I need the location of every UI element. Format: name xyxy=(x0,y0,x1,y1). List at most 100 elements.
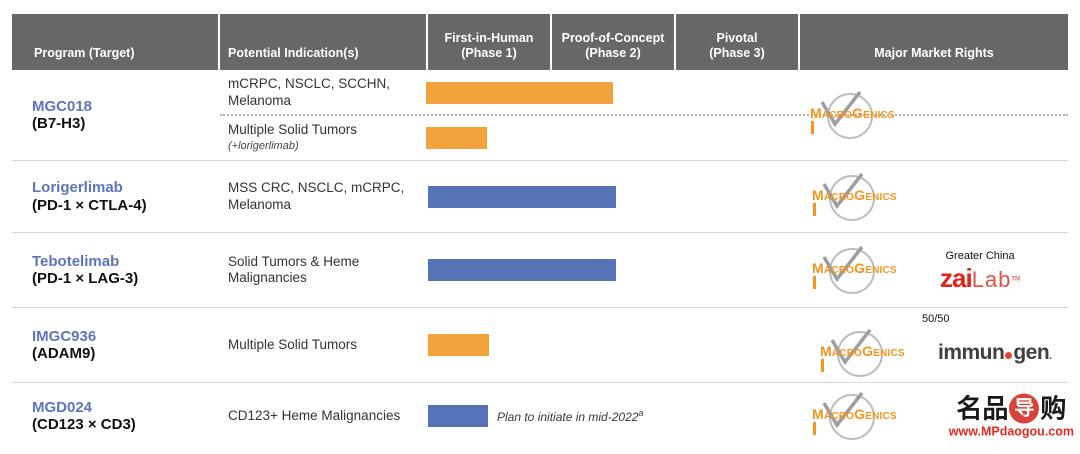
logo-row: MacroGenics immun gen. xyxy=(820,328,1052,378)
header-indication: Potential Indication(s) xyxy=(220,14,426,70)
macrogenics-check-circle-icon xyxy=(822,245,875,294)
indication-text: Solid Tumors & Heme Malignancies xyxy=(228,253,360,285)
phase-progress-bar xyxy=(428,259,616,281)
program-name: Tebotelimab xyxy=(32,252,120,270)
header-indication-label: Potential Indication(s) xyxy=(228,46,359,61)
footnote-marker: a xyxy=(638,408,644,418)
program-name: MGC018 xyxy=(32,97,93,115)
subrow-1: mCRPC, NSCLC, SCCHN, Melanoma xyxy=(220,70,798,115)
program-name: Lorigerlimab xyxy=(32,179,123,197)
pipeline-row-mgc018: MGC018 (B7-H3) mCRPC, NSCLC, SCCHN, Mela… xyxy=(12,70,1068,161)
header-program-label: Program (Target) xyxy=(34,46,135,61)
program-cell: IMGC936 (ADAM9) xyxy=(12,328,218,363)
program-name: MGD024 xyxy=(32,398,93,416)
market-rights-cell: MacroGenics xyxy=(800,172,1068,222)
watermark-circle-char: 导 xyxy=(1009,393,1040,424)
program-target: (PD-1 × LAG-3) xyxy=(32,270,139,287)
subrow-divider xyxy=(220,114,1068,116)
macrogenics-check-circle-icon xyxy=(822,391,875,440)
indication-text: Multiple Solid Tumors xyxy=(228,336,358,352)
macrogenics-wordmark: MacroGenics xyxy=(812,186,897,203)
header-phase2: Proof-of-Concept (Phase 2) xyxy=(552,14,674,70)
macrogenics-dash xyxy=(813,202,816,216)
header-phase3-line1: Pivotal xyxy=(716,30,758,45)
subrow-2: Multiple Solid Tumors (+lorigerlimab) xyxy=(220,115,798,160)
indication-text: CD123+ Heme Malignancies xyxy=(228,407,401,423)
phase-progress-bar xyxy=(426,81,613,104)
macrogenics-check-circle-icon xyxy=(820,90,873,139)
market-rights-cell: MacroGenics xyxy=(798,90,1068,140)
macrogenics-check-circle-icon xyxy=(830,328,883,377)
row-content: mCRPC, NSCLC, SCCHN, Melanoma Multiple S… xyxy=(220,70,1068,160)
phase-timeline xyxy=(428,185,798,208)
plan-note-text: Plan to initiate in mid-2022 xyxy=(497,410,639,424)
phase-timeline xyxy=(428,259,798,281)
header-phase3: Pivotal (Phase 3) xyxy=(676,14,798,70)
program-name: IMGC936 xyxy=(32,327,97,345)
indication-cell: MSS CRC, NSCLC, mCRPC, Melanoma xyxy=(220,180,426,212)
market-rights-cell: MacroGenics Greater China zaiLabTM xyxy=(800,245,1068,295)
phase-progress-bar xyxy=(428,334,489,356)
mpdaogou-logo: 名品导购 xyxy=(956,393,1067,424)
macrogenics-dash xyxy=(811,121,814,134)
macrogenics-logo: MacroGenics xyxy=(810,90,922,140)
immunogen-logo: immun gen. xyxy=(938,341,1052,364)
watermark-cn-1: 名品 xyxy=(956,393,1009,424)
mpdaogou-watermark: 名品导购 www.MPdaogou.com xyxy=(948,393,1074,439)
phase-timeline: Plan to initiate in mid-2022a xyxy=(428,405,798,427)
program-cell: Lorigerlimab (PD-1 × CTLA-4) xyxy=(12,179,218,214)
program-cell: MGD024 (CD123 × CD3) xyxy=(12,399,218,434)
subrows: mCRPC, NSCLC, SCCHN, Melanoma Multiple S… xyxy=(220,70,798,160)
watermark-url: www.MPdaogou.com xyxy=(948,424,1074,439)
macrogenics-dash xyxy=(813,276,816,289)
indication-cell: Multiple Solid Tumors xyxy=(220,337,426,353)
macrogenics-logo: MacroGenics xyxy=(812,245,924,295)
indication-text: MSS CRC, NSCLC, mCRPC, Melanoma xyxy=(228,180,405,212)
indication-cell: CD123+ Heme Malignancies xyxy=(220,408,426,424)
indication-cell: mCRPC, NSCLC, SCCHN, Melanoma xyxy=(220,76,426,108)
header-phase2-line2: (Phase 2) xyxy=(585,46,641,61)
pipeline-row-imgc936: IMGC936 (ADAM9) Multiple Solid Tumors 50… xyxy=(12,308,1068,383)
phase-timeline xyxy=(426,81,798,104)
zai-lab-logo: zaiLabTM xyxy=(940,265,1020,291)
program-target: (ADAM9) xyxy=(32,345,96,362)
phase-progress-bar xyxy=(428,185,616,208)
pipeline-row-mgd024: MGD024 (CD123 × CD3) CD123+ Heme Maligna… xyxy=(12,383,1074,449)
zai-lab-word: Lab xyxy=(971,266,1012,292)
plan-note: Plan to initiate in mid-2022a xyxy=(497,408,643,424)
program-target: (B7-H3) xyxy=(32,115,86,132)
header-market-rights-label: Major Market Rights xyxy=(874,46,994,61)
watermark-cn-2: 购 xyxy=(1040,393,1067,424)
rights-split-label: 50/50 xyxy=(921,312,950,325)
macrogenics-check-circle-icon xyxy=(822,172,875,221)
header-market-rights: Major Market Rights xyxy=(800,14,1068,70)
phase-progress-bar xyxy=(428,405,488,427)
macrogenics-logo: MacroGenics xyxy=(812,172,924,222)
header-phase2-line1: Proof-of-Concept xyxy=(561,30,665,45)
pipeline-row-tebotelimab: Tebotelimab (PD-1 × LAG-3) Solid Tumors … xyxy=(12,233,1068,308)
header-phase1-line1: First-in-Human xyxy=(444,30,534,45)
macrogenics-logo: MacroGenics xyxy=(812,391,924,441)
table-header: Program (Target) Potential Indication(s)… xyxy=(12,14,1068,70)
macrogenics-dash xyxy=(821,358,824,372)
pipeline-table: Program (Target) Potential Indication(s)… xyxy=(12,14,1074,449)
program-cell: MGC018 (B7-H3) xyxy=(12,98,218,133)
indication-text: mCRPC, NSCLC, SCCHN, Melanoma xyxy=(228,76,391,108)
macrogenics-logo: MacroGenics xyxy=(820,328,932,378)
immunogen-part2: gen xyxy=(1013,341,1050,364)
immunogen-part1: immun xyxy=(938,341,1005,364)
indication-cell: Solid Tumors & Heme Malignancies xyxy=(220,254,426,286)
program-target: (CD123 × CD3) xyxy=(32,416,136,433)
pipeline-row-lorigerlimab: Lorigerlimab (PD-1 × CTLA-4) MSS CRC, NS… xyxy=(12,161,1068,233)
indication-text: Multiple Solid Tumors xyxy=(228,122,358,138)
phase-timeline xyxy=(426,126,798,149)
indication-note: (+lorigerlimab) xyxy=(228,139,299,152)
header-program: Program (Target) xyxy=(12,14,218,70)
macrogenics-wordmark: MacroGenics xyxy=(812,406,897,422)
macrogenics-wordmark: MacroGenics xyxy=(820,342,905,359)
rights-region-label: Greater China xyxy=(945,249,1015,262)
header-phase1-line2: (Phase 1) xyxy=(461,46,517,61)
phase-progress-bar xyxy=(426,126,487,149)
program-cell: Tebotelimab (PD-1 × LAG-3) xyxy=(12,253,218,288)
trademark-symbol: TM xyxy=(1011,276,1021,283)
